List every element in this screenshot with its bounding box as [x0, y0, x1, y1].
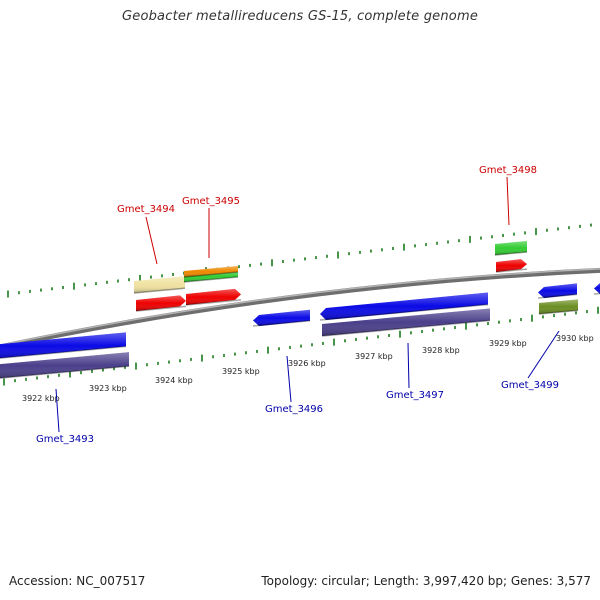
scale-label: 3927 kbp [355, 352, 393, 361]
lower-ruler [3, 306, 599, 386]
scale-label: 3928 kbp [422, 346, 460, 355]
gene-labels: Gmet_3494 Gmet_3495 Gmet_3498 Gmet_3493 … [36, 165, 559, 445]
gene-feature-gmet-3494-gene-shading [134, 276, 185, 293]
scale-label: 3930 kbp [556, 334, 594, 343]
gene-feature-gmet-3494-cds-edge [135, 305, 187, 312]
gene-features [0, 241, 600, 379]
gene-feature-gmet-3493-gene-shading [0, 352, 129, 379]
gene-label-gmet-3495[interactable]: Gmet_3495 [182, 196, 240, 207]
gene-feature-gmet-3497-cds-shading [320, 292, 488, 320]
gene-label-gmet-3494[interactable]: Gmet_3494 [117, 204, 175, 215]
gene-feature-gmet-3495-misc-edge [183, 271, 239, 278]
gene-label-gmet-3499[interactable]: Gmet_3499 [501, 380, 559, 391]
gene-label-gmet-3493[interactable]: Gmet_3493 [36, 434, 94, 445]
gene-feature-next-cds-shading [594, 283, 600, 294]
gene-feature-gmet-3495-gene-edge [183, 276, 239, 283]
leader-gmet-3493 [55, 388, 60, 433]
scale-label: 3924 kbp [155, 376, 193, 385]
gene-feature-gmet-3494-cds-shading [136, 295, 186, 311]
gene-feature-gmet-3498-cds-shading [496, 259, 527, 272]
gene-label-gmet-3498[interactable]: Gmet_3498 [479, 165, 537, 176]
genome-backbone [0, 267, 600, 350]
gene-label-gmet-3496[interactable]: Gmet_3496 [265, 404, 323, 415]
genome-backbone-highlight [0, 268, 600, 347]
page-title: Geobacter metallireducens GS-15, complet… [121, 9, 479, 24]
accession-text: Accession: NC_007517 [9, 574, 146, 588]
leader-gmet-3498 [506, 176, 510, 226]
gene-feature-gmet-3497-gene-edge [321, 319, 491, 337]
scale-label: 3925 kbp [222, 367, 260, 376]
scale-label: 3926 kbp [288, 359, 326, 368]
leader-gmet-3499 [527, 330, 560, 379]
gene-feature-gmet-3498-gene-edge [494, 251, 528, 256]
leader-gmet-3497 [407, 342, 410, 389]
gene-feature-gmet-3494-gene-edge [133, 287, 186, 294]
gene-feature-gmet-3498-cds-edge [495, 268, 528, 273]
gene-feature-gmet-3495-gene-shading [184, 271, 238, 282]
gene-feature-gmet-3496-cds-shading [253, 309, 310, 326]
gene-feature-gmet-3495-misc-shading [184, 266, 238, 277]
upper-ruler [7, 223, 592, 298]
gene-feature-gmet-3499-cds-shading [538, 283, 577, 298]
leader-gmet-3494 [145, 216, 158, 265]
gene-feature-gmet-3493-cds-edge [0, 345, 127, 359]
gene-feature-gmet-3499-gene-shading [539, 299, 578, 314]
gene-feature-gmet-3497-gene-shading [322, 308, 490, 336]
scale-label: 3923 kbp [89, 384, 127, 393]
gene-feature-gmet-3499-gene-edge [538, 309, 579, 315]
gene-feature-gmet-3495-cds-shading [186, 288, 241, 305]
gene-feature-gmet-3498-gene-shading [495, 241, 527, 255]
gene-feature-gmet-3493-cds-shading [0, 332, 126, 359]
gene-feature-gmet-3497-cds-edge [319, 303, 489, 321]
scale-label: 3929 kbp [489, 339, 527, 348]
label-leader-lines [55, 176, 560, 433]
leader-gmet-3496 [286, 355, 292, 403]
scale-label: 3922 kbp [22, 394, 60, 403]
gene-label-gmet-3497[interactable]: Gmet_3497 [386, 390, 444, 401]
gene-feature-gmet-3499-cds-edge [537, 293, 578, 299]
gene-feature-gmet-3495-cds-edge [185, 299, 242, 306]
gene-feature-gmet-3493-gene-edge [0, 365, 130, 379]
gene-feature-next-cds-edge [593, 292, 600, 295]
genome-summary-text: Topology: circular; Length: 3,997,420 bp… [261, 574, 591, 588]
gene-feature-gmet-3496-cds-edge [252, 319, 311, 327]
scale-labels: 3922 kbp 3923 kbp 3924 kbp 3925 kbp 3926… [22, 334, 594, 403]
